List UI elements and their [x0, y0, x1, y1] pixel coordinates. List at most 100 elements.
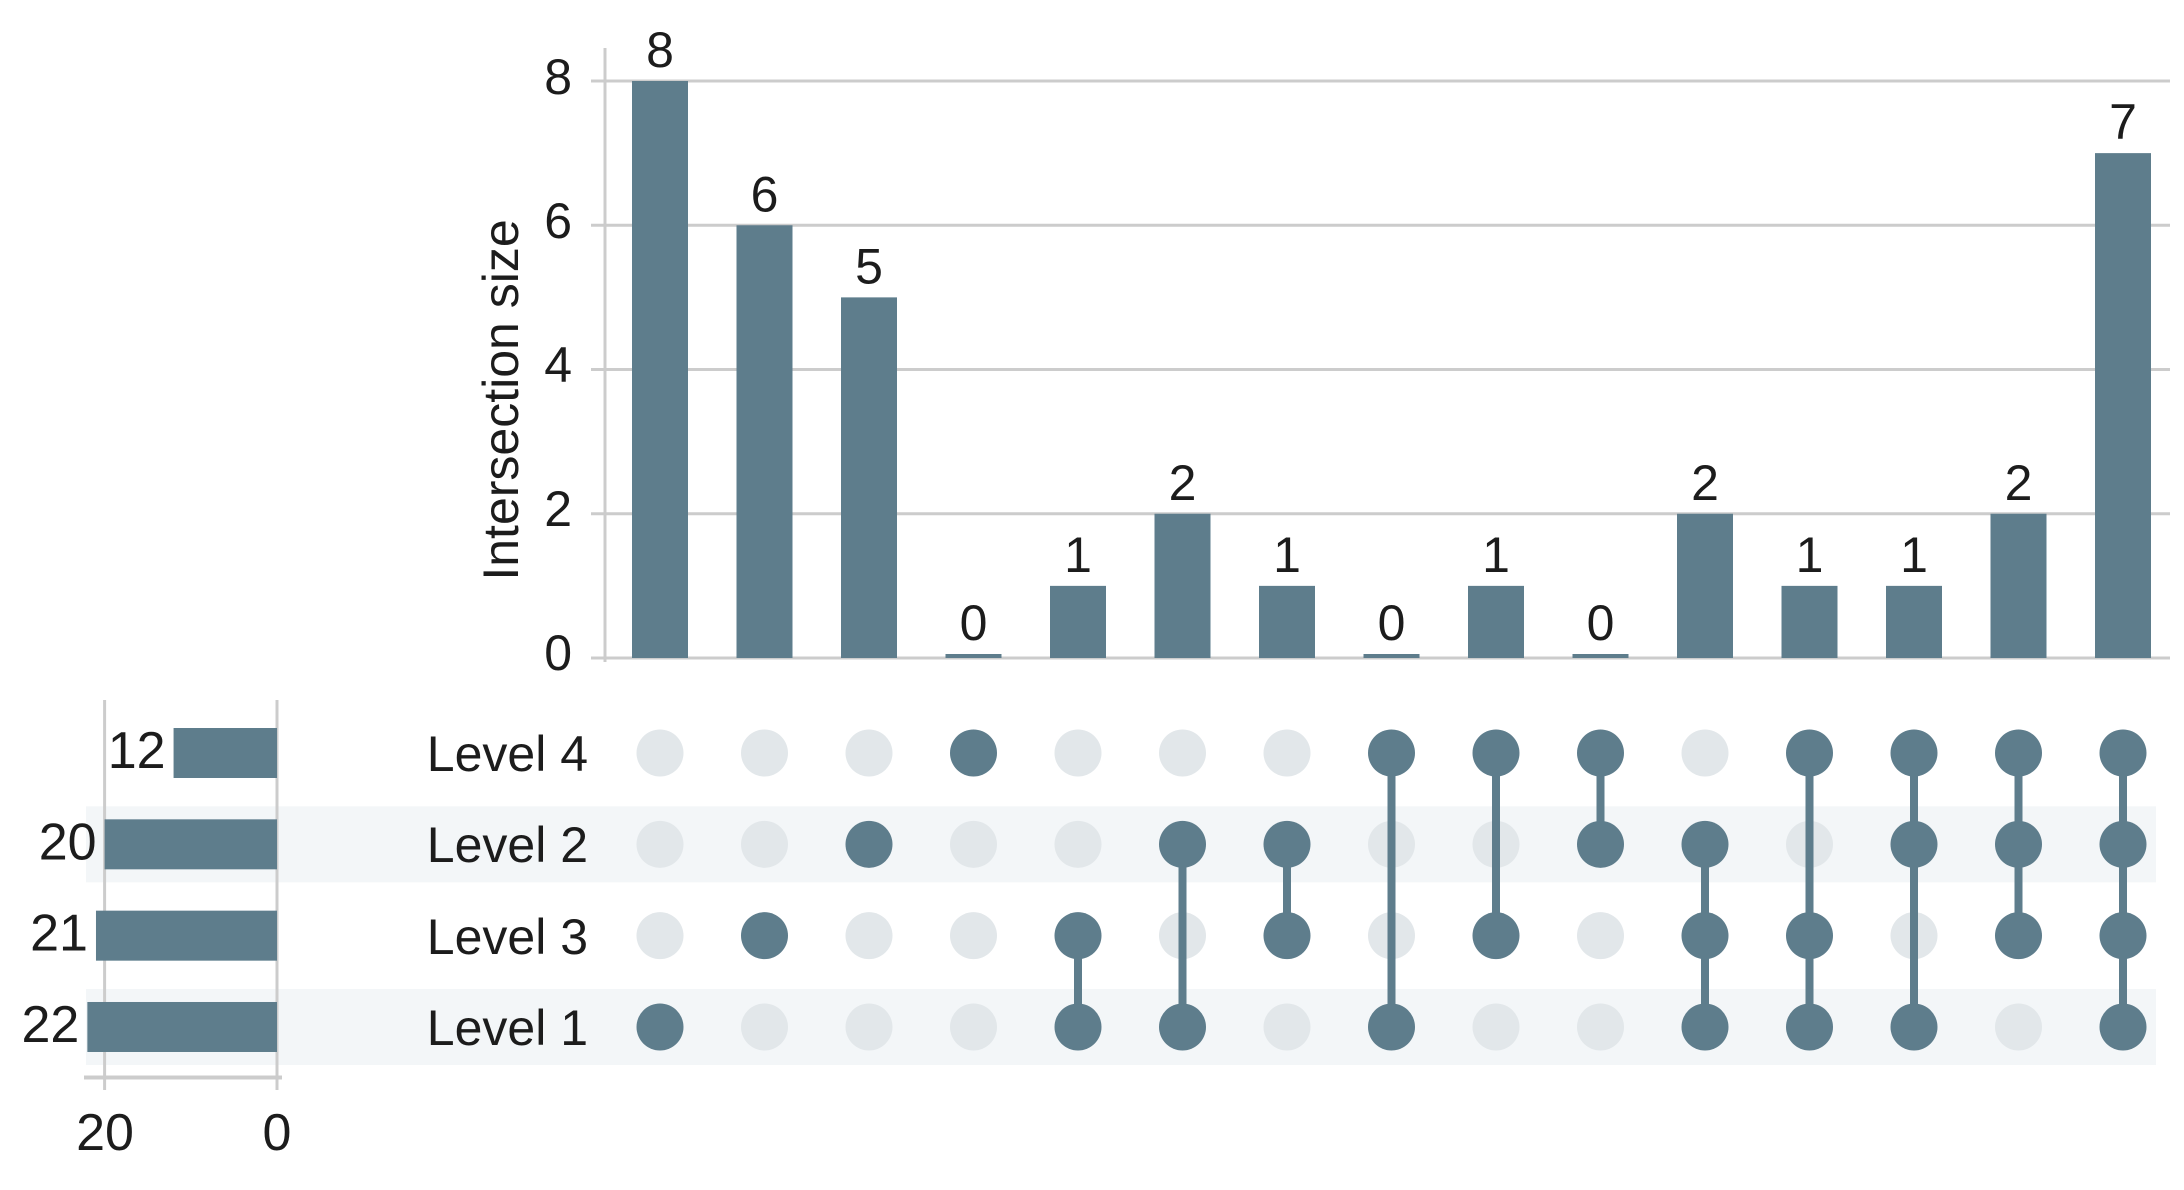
- intersection-bar: [1886, 585, 1942, 658]
- matrix-dot-active: [741, 912, 788, 960]
- set-size-bar: [95, 910, 277, 961]
- intersection-bars: [632, 81, 2151, 658]
- matrix-dot-active: [1263, 912, 1311, 960]
- y-tick-label-0: 0: [544, 625, 572, 681]
- intersection-bar-value: 0: [1587, 595, 1615, 651]
- intersection-bar-value: 0: [960, 595, 988, 651]
- intersection-bar: [1154, 513, 1211, 658]
- matrix-dot-inactive: [1472, 1003, 1520, 1051]
- y-axis-tick-labels: 8 6 4 2 0: [544, 49, 572, 681]
- matrix-dot-inactive: [845, 729, 893, 777]
- matrix-dot-inactive: [741, 820, 788, 868]
- matrix-dot-active: [845, 820, 893, 868]
- matrix-dot-active: [1054, 912, 1102, 960]
- matrix-dot-inactive: [636, 912, 684, 960]
- intersection-bar-value: 8: [646, 22, 674, 78]
- matrix-dot-active: [1890, 820, 1938, 868]
- intersection-bar-value: 2: [1691, 455, 1719, 511]
- set-size-value: 12: [108, 722, 166, 780]
- matrix-row-labels: Level 4 Level 2 Level 3 Level 1: [427, 726, 588, 1056]
- intersection-bar: [2095, 153, 2151, 658]
- intersection-bar-value: 1: [1796, 527, 1824, 583]
- matrix-dot-active: [1368, 1003, 1415, 1051]
- matrix-dot-active: [1159, 820, 1206, 868]
- membership-matrix: [636, 729, 2147, 1051]
- intersection-bar-value: 2: [1169, 455, 1197, 511]
- intersection-bar-value: 2: [2005, 455, 2033, 511]
- matrix-dot-inactive: [1159, 729, 1206, 777]
- intersection-bar: [1572, 654, 1629, 658]
- matrix-dot-inactive: [1054, 820, 1102, 868]
- intersection-bar: [1259, 585, 1315, 658]
- set-size-value: 20: [39, 813, 97, 871]
- matrix-dot-active: [950, 729, 997, 777]
- matrix-dot-inactive: [1054, 729, 1102, 777]
- matrix-dot-inactive: [741, 729, 788, 777]
- matrix-dot-active: [1681, 1003, 1729, 1051]
- set-size-axis-tick-labels: 20 0: [76, 1104, 291, 1162]
- matrix-dot-inactive: [1263, 1003, 1311, 1051]
- matrix-dot-active: [2099, 729, 2147, 777]
- intersection-bar: [1050, 585, 1106, 658]
- set-size-bar: [104, 819, 277, 870]
- x-tick-label-0: 0: [263, 1104, 292, 1162]
- intersection-bar-value: 5: [855, 238, 883, 294]
- intersection-bar: [736, 225, 793, 658]
- y-tick-label-6: 6: [544, 193, 572, 249]
- intersection-bar-value: 0: [1378, 595, 1406, 651]
- row-band: [86, 806, 2156, 883]
- y-tick-label-8: 8: [544, 49, 572, 105]
- row-label-level-3: Level 3: [427, 909, 588, 965]
- matrix-dot-inactive: [636, 729, 684, 777]
- matrix-dot-inactive: [845, 1003, 893, 1051]
- intersection-bar: [1468, 585, 1524, 658]
- matrix-dot-inactive: [950, 912, 997, 960]
- matrix-dot-inactive: [1995, 1003, 2042, 1051]
- matrix-dot-active: [1681, 912, 1729, 960]
- matrix-dot-active: [2099, 820, 2147, 868]
- matrix-dot-active: [1890, 1003, 1938, 1051]
- intersection-bar-value: 7: [2109, 94, 2137, 150]
- set-size-bar: [87, 1001, 277, 1052]
- intersection-bar-value: 1: [1482, 527, 1510, 583]
- intersection-bar: [1677, 513, 1733, 658]
- matrix-dot-inactive: [741, 1003, 788, 1051]
- set-size-bar: [173, 728, 277, 778]
- intersection-bar: [1781, 585, 1838, 658]
- matrix-dot-active: [1786, 1003, 1833, 1051]
- y-axis-title: Intersection size: [473, 219, 529, 580]
- matrix-dot-active: [1995, 729, 2042, 777]
- matrix-dot-active: [1681, 820, 1729, 868]
- y-tick-label-4: 4: [544, 337, 572, 393]
- intersection-bar-value: 1: [1273, 527, 1301, 583]
- matrix-dot-active: [1472, 729, 1520, 777]
- x-tick-label-20: 20: [76, 1104, 134, 1162]
- matrix-dot-active: [1786, 912, 1833, 960]
- matrix-dot-inactive: [950, 820, 997, 868]
- intersection-bar: [841, 297, 897, 658]
- row-band: [86, 988, 2156, 1065]
- matrix-dot-inactive: [845, 912, 893, 960]
- set-size-value: 21: [30, 905, 88, 963]
- matrix-dot-inactive: [1577, 912, 1624, 960]
- matrix-dot-inactive: [1263, 729, 1311, 777]
- matrix-dot-inactive: [1681, 729, 1729, 777]
- matrix-dot-active: [1263, 820, 1311, 868]
- row-label-level-2: Level 2: [427, 817, 588, 873]
- intersection-bar-value: 6: [751, 166, 779, 222]
- matrix-dot-active: [636, 1003, 684, 1051]
- matrix-dot-active: [1890, 729, 1938, 777]
- intersection-bar: [1363, 654, 1420, 658]
- set-size-value: 22: [22, 996, 80, 1054]
- row-bands: [86, 806, 2156, 1065]
- row-label-level-4: Level 4: [427, 726, 588, 782]
- matrix-dot-inactive: [950, 1003, 997, 1051]
- row-label-level-1: Level 1: [427, 1000, 588, 1056]
- intersection-grid-and-axis: [591, 48, 2170, 662]
- matrix-dot-active: [1995, 820, 2042, 868]
- matrix-dot-active: [1368, 729, 1415, 777]
- matrix-dot-active: [2099, 912, 2147, 960]
